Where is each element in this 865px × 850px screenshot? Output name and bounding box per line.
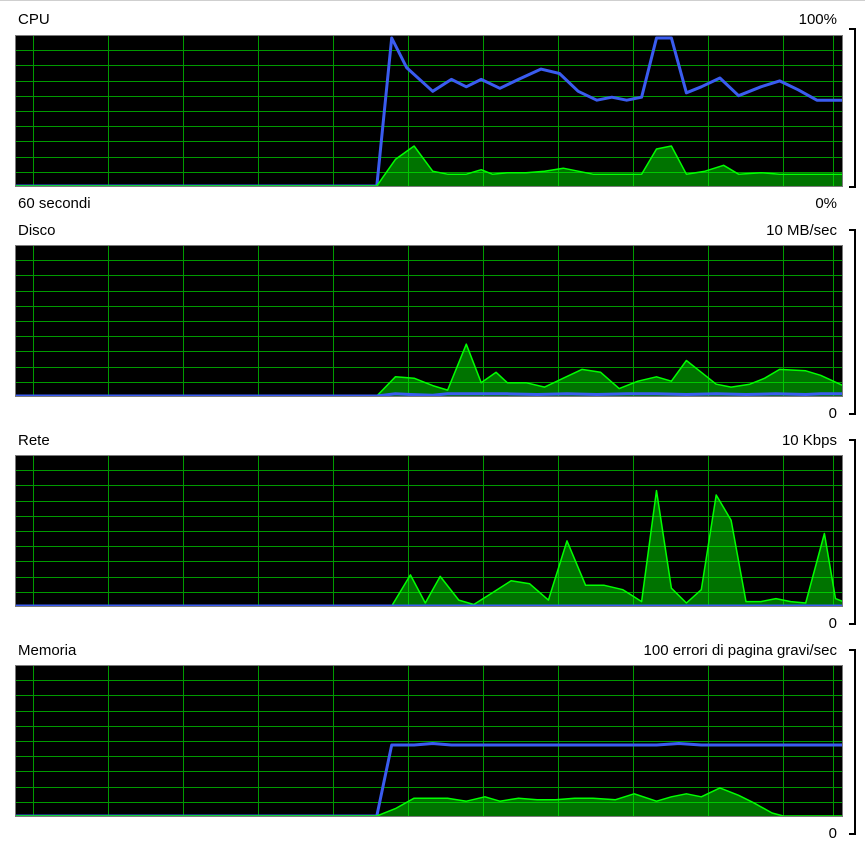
memory-panel: Memoria 100 errori di pagina gravi/sec 0: [0, 635, 865, 850]
cpu-min-label: 0%: [815, 195, 837, 212]
disk-min-label: 0: [828, 405, 837, 422]
window-top-border: [0, 0, 865, 1]
cpu-title: CPU: [18, 11, 50, 28]
cpu-graph[interactable]: [15, 35, 843, 187]
series-line-0: [15, 343, 843, 397]
cpu-time-span-label: 60 secondi: [18, 195, 91, 212]
graph-grid: [15, 245, 843, 397]
graph-border: [15, 665, 843, 817]
graph-border: [15, 245, 843, 397]
network-graph[interactable]: [15, 455, 843, 607]
series-line-0: [15, 36, 843, 187]
graph-border: [15, 35, 843, 187]
network-min-label: 0: [828, 615, 837, 632]
series-line-1: [15, 787, 843, 817]
series-line-1: [15, 145, 843, 187]
network-scale-bracket: [849, 439, 856, 625]
disk-panel: Disco 10 MB/sec 0: [0, 215, 865, 425]
cpu-max-label: 100%: [798, 11, 837, 28]
network-panel: Rete 10 Kbps 0: [0, 425, 865, 635]
memory-title: Memoria: [18, 642, 77, 659]
graph-border: [15, 455, 843, 607]
cpu-panel: CPU 100% 60 secondi 0%: [0, 0, 865, 215]
disk-max-label: 10 MB/sec: [766, 222, 837, 239]
graph-grid: [15, 35, 843, 187]
series-area-1: [15, 146, 843, 186]
disk-title: Disco: [18, 222, 56, 239]
network-title: Rete: [18, 432, 50, 449]
series-area-0: [15, 344, 843, 396]
series-line-0: [15, 742, 843, 817]
disk-scale-bracket: [849, 229, 856, 415]
memory-graph[interactable]: [15, 665, 843, 817]
cpu-scale-bracket: [849, 28, 856, 188]
series-line-1: [15, 392, 843, 397]
memory-scale-bracket: [849, 649, 856, 835]
memory-max-label: 100 errori di pagina gravi/sec: [643, 642, 837, 659]
series-line-0: [15, 489, 843, 607]
network-max-label: 10 Kbps: [781, 432, 837, 449]
memory-min-label: 0: [828, 825, 837, 842]
disk-graph[interactable]: [15, 245, 843, 397]
graph-grid: [15, 455, 843, 607]
graph-grid: [15, 665, 843, 817]
